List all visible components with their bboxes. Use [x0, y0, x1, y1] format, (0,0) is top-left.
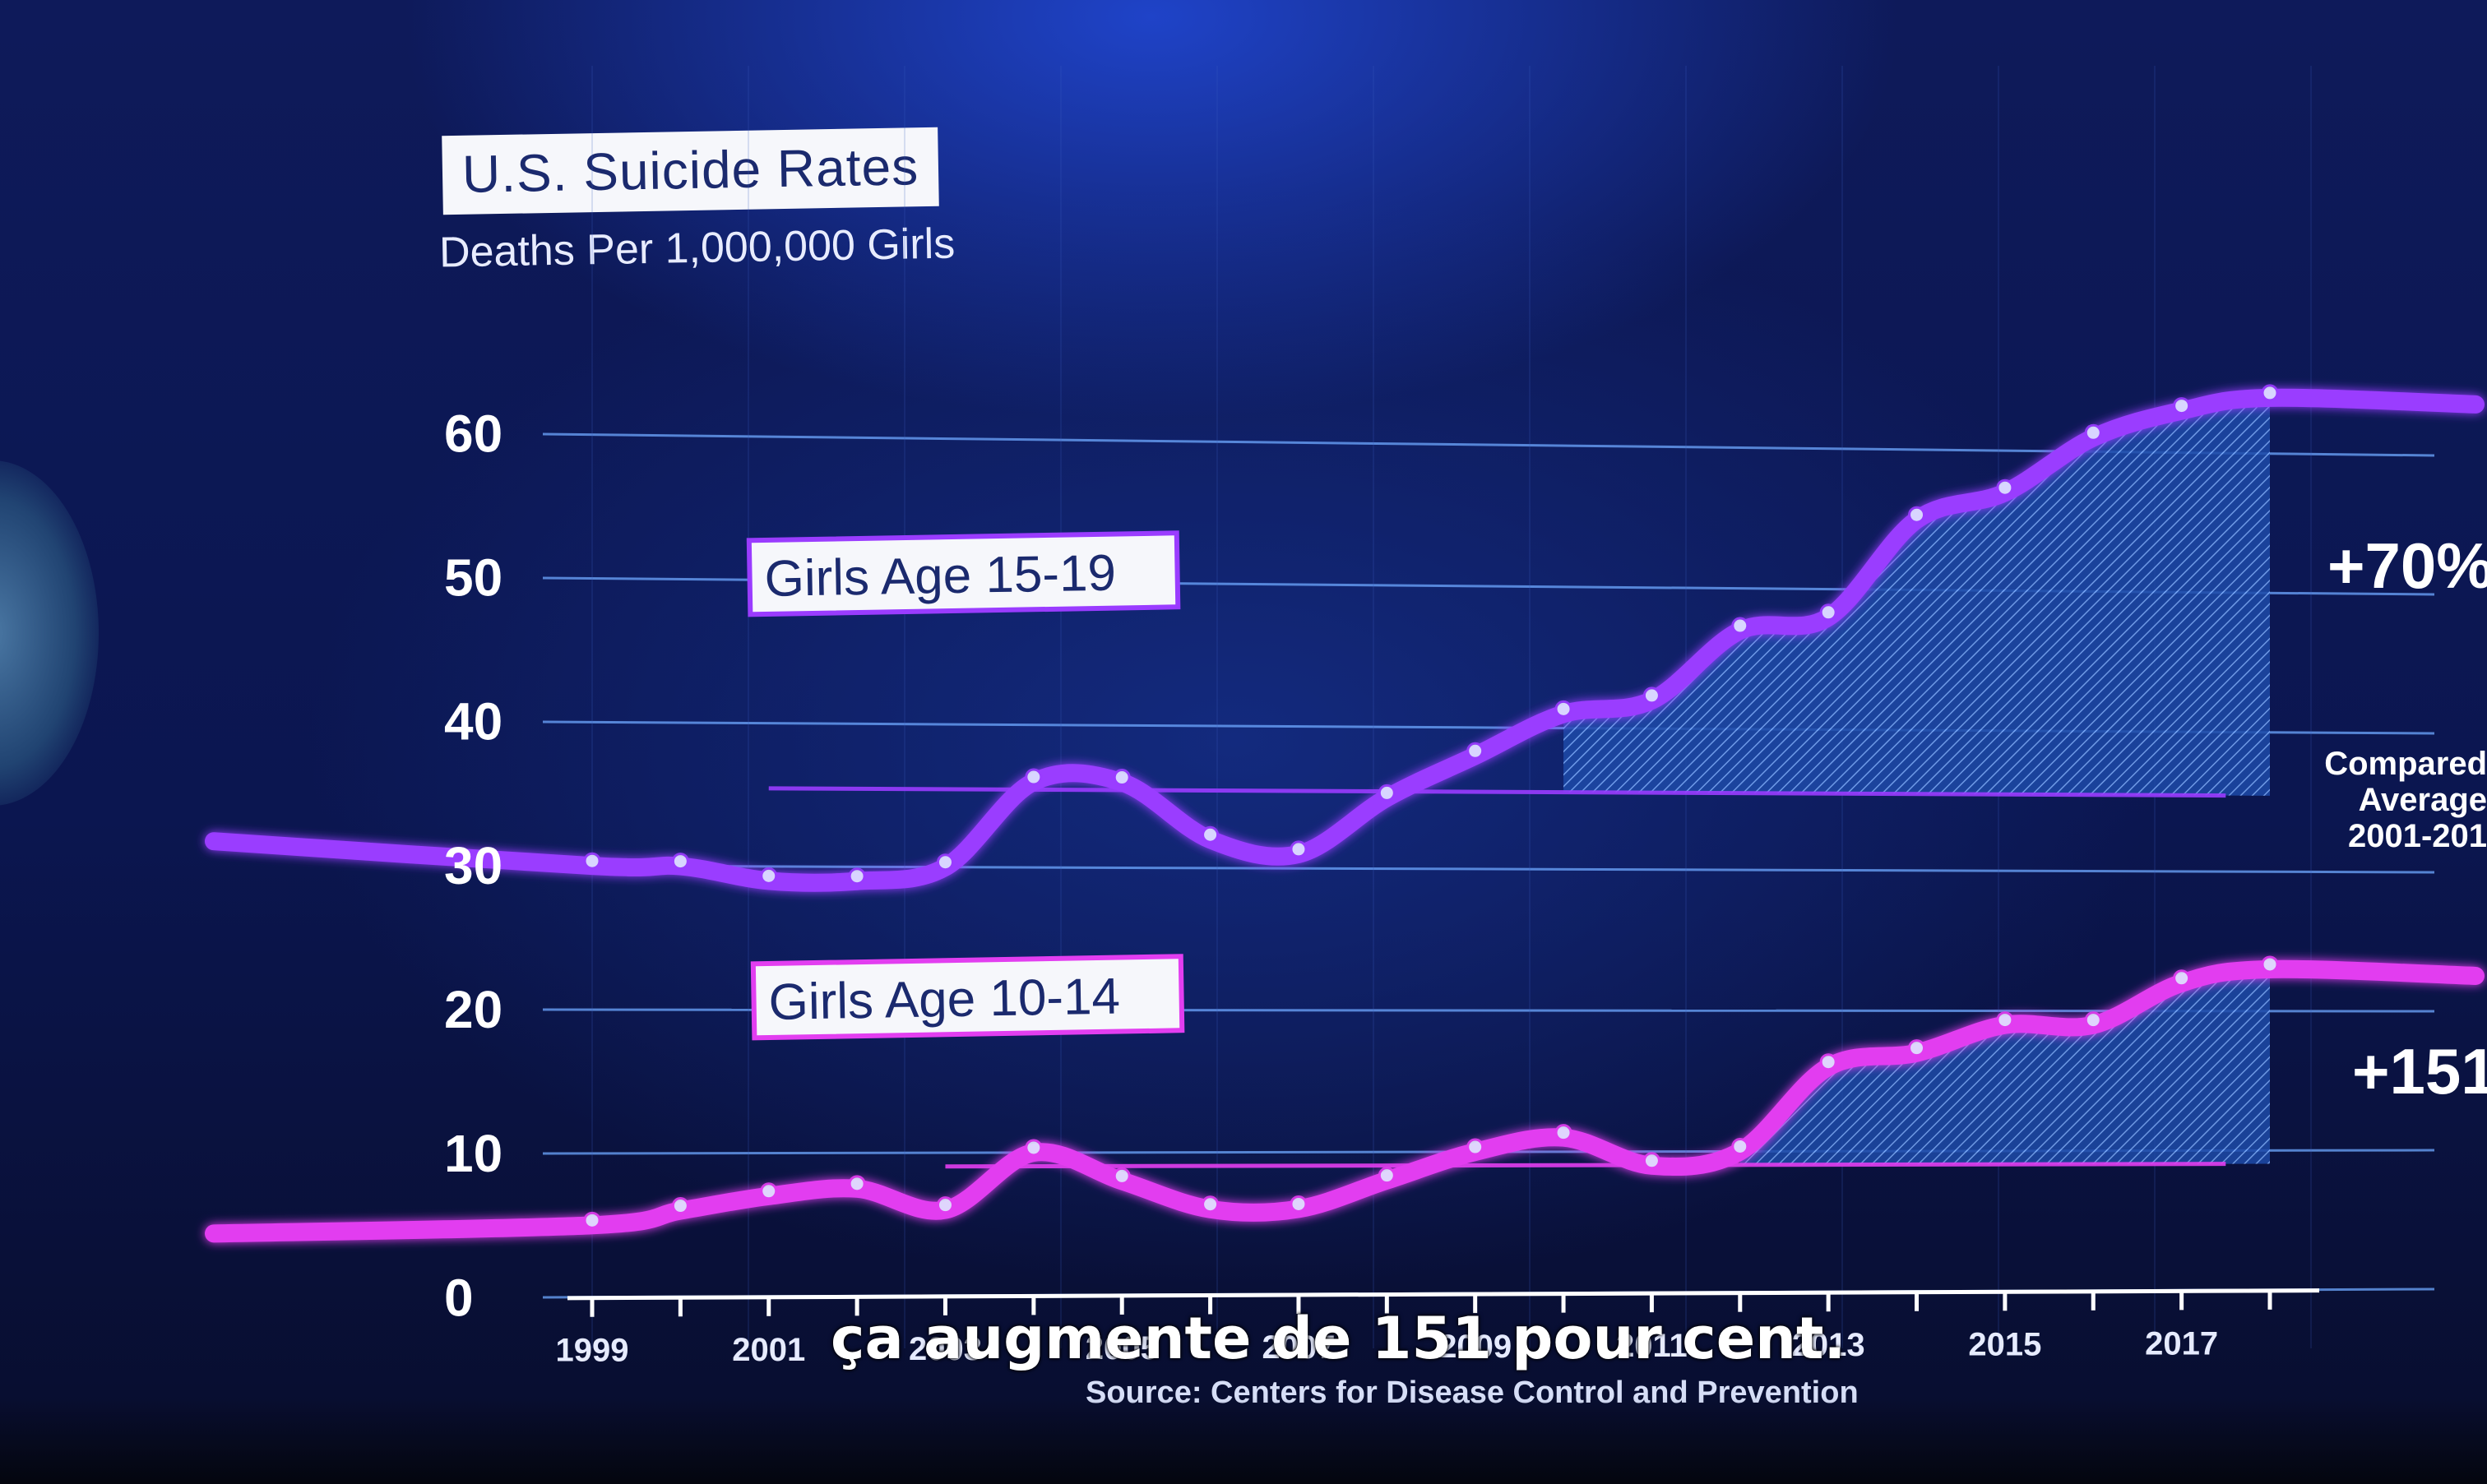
data-point	[1466, 1138, 1484, 1156]
average-note-line: 2001-201	[2348, 818, 2487, 854]
series-label: Girls Age 15-19	[746, 530, 1181, 617]
y-tick-label: 60	[444, 404, 502, 463]
data-point	[1202, 1195, 1220, 1214]
data-point	[1819, 1053, 1837, 1071]
data-point	[1290, 1195, 1308, 1213]
subtitle-caption: ça augmente de 151 pour cent.	[831, 1305, 1846, 1372]
series-lines	[205, 388, 2485, 1243]
data-point	[1025, 1139, 1043, 1157]
x-axis-line	[567, 1288, 2320, 1301]
data-points	[583, 384, 2279, 1229]
x-tick-label: 2001	[732, 1332, 805, 1368]
y-tick-label: 20	[444, 980, 502, 1039]
y-tick-label: 50	[444, 548, 502, 607]
data-point	[2084, 423, 2102, 442]
series-line	[205, 388, 2485, 892]
data-point	[936, 1196, 954, 1214]
data-point	[936, 853, 954, 871]
data-point	[1554, 700, 1572, 718]
data-point	[583, 1211, 601, 1229]
data-point	[2261, 384, 2279, 402]
x-tick-label: 2015	[1968, 1326, 2041, 1362]
shaded-increase-area	[1739, 969, 2270, 1165]
gridline	[542, 864, 2435, 874]
series-label: Girls Age 10-14	[750, 954, 1185, 1041]
x-tick-label: 2011	[1616, 1328, 1688, 1364]
data-point	[1025, 768, 1043, 786]
percent-change: +151	[2352, 1035, 2487, 1107]
data-point	[848, 867, 866, 885]
data-point	[1908, 506, 1926, 524]
data-point	[1908, 1039, 1926, 1057]
data-point	[1113, 1167, 1131, 1185]
x-tick-label: 2005	[1086, 1330, 1159, 1366]
data-point	[583, 852, 601, 870]
data-point	[1466, 742, 1484, 760]
percent-change: +70%	[2327, 529, 2487, 602]
data-point	[2173, 969, 2191, 987]
data-point	[1378, 784, 1396, 802]
average-note-line: Average	[2359, 782, 2487, 818]
y-tick-label: 0	[444, 1268, 474, 1327]
data-point	[671, 853, 689, 871]
y-tick-label: 40	[444, 692, 502, 751]
data-point	[1202, 825, 1220, 844]
data-point	[760, 1182, 778, 1200]
shaded-increase-area	[1563, 397, 2270, 796]
data-point	[1731, 617, 1749, 635]
data-point	[1731, 1137, 1749, 1155]
data-point	[1819, 603, 1837, 622]
x-axis: 1999 2001 2003 2005 2007 2009 2011 2013 2015 2017	[556, 1288, 2320, 1369]
y-axis-ticks: 0 10 20 30 40 50 60	[444, 404, 502, 1327]
x-tick-label: 2017	[2145, 1325, 2218, 1361]
data-point	[2173, 397, 2191, 415]
series-label-box	[750, 954, 1185, 1041]
series-label-text: Girls Age 10-14	[768, 969, 1120, 1031]
y-tick-label: 10	[444, 1124, 502, 1183]
data-point	[1642, 687, 1660, 705]
data-point	[2084, 1011, 2102, 1029]
x-tick-label: 1999	[556, 1333, 629, 1369]
data-point	[1378, 1167, 1396, 1185]
average-note-line: Compared	[2324, 746, 2487, 782]
x-tick-label: 2013	[1792, 1327, 1865, 1363]
y-tick-label: 30	[444, 836, 502, 895]
shaded-areas	[1563, 397, 2270, 1165]
data-point	[1554, 1124, 1572, 1142]
series-label-box	[746, 530, 1181, 617]
data-point	[1996, 478, 2014, 497]
x-tick-label: 2009	[1438, 1329, 1512, 1365]
data-point	[2261, 955, 2279, 973]
data-point	[1290, 840, 1308, 858]
x-tick-label: 2007	[1262, 1329, 1335, 1366]
data-point	[1113, 769, 1131, 787]
data-point	[671, 1197, 689, 1215]
data-point	[1996, 1011, 2014, 1029]
data-point	[760, 867, 778, 885]
series-line	[205, 959, 2485, 1243]
data-point	[1642, 1152, 1660, 1170]
average-line	[945, 1162, 2226, 1169]
data-point	[848, 1175, 866, 1193]
x-tick-label: 2003	[909, 1331, 982, 1367]
series-label-text: Girls Age 15-19	[764, 545, 1116, 608]
bottom-shadow	[0, 1398, 2487, 1484]
series-labels: Girls Age 15-19 Girls Age 10-14	[746, 530, 1185, 1041]
